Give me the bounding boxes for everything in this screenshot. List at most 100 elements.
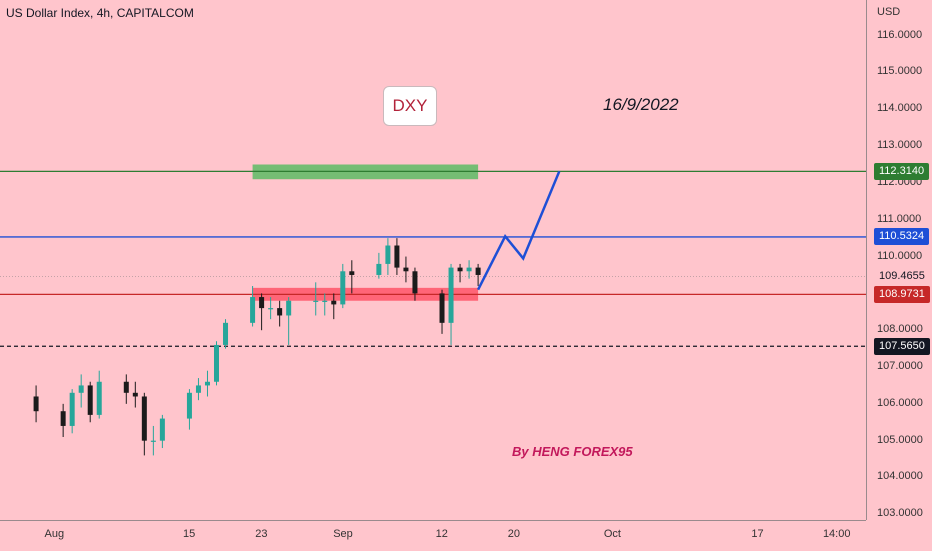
x-tick-label: 12 <box>435 528 448 540</box>
candle-body <box>150 440 156 442</box>
x-tick-label: Aug <box>44 528 65 540</box>
candle <box>150 425 156 456</box>
candle <box>349 260 355 294</box>
x-tick-label: 15 <box>183 528 196 540</box>
y-tick-label: 116.0000 <box>877 28 923 41</box>
candle-body <box>403 267 409 272</box>
y-tick-label: 113.0000 <box>877 139 923 152</box>
x-tick-label: 14:00 <box>822 528 851 540</box>
candle <box>214 341 219 386</box>
candle <box>277 300 283 327</box>
candle <box>394 238 400 275</box>
candle <box>223 319 229 349</box>
candle-body <box>214 344 219 382</box>
x-tick-label: Sep <box>333 528 353 540</box>
price-tag: 107.5650 <box>874 337 930 355</box>
y-tick-label: 110.0000 <box>877 249 923 262</box>
candle-body <box>141 396 147 441</box>
candle-body <box>331 300 337 305</box>
price-tag: 109.4655 <box>874 267 930 285</box>
candle <box>448 263 454 345</box>
candle <box>69 389 75 434</box>
candle-body <box>313 300 319 302</box>
candle-body <box>466 267 472 272</box>
candle-body <box>286 300 292 316</box>
x-tick-label: 17 <box>751 528 764 540</box>
candle-body <box>123 381 129 393</box>
candle-body <box>268 308 274 310</box>
candle <box>259 293 265 331</box>
candle-body <box>340 271 346 305</box>
candle <box>87 381 93 423</box>
price-tag: 112.3140 <box>874 162 930 180</box>
candle-body <box>69 392 75 426</box>
candle <box>60 403 66 437</box>
candle <box>439 289 445 334</box>
candle-body <box>322 300 328 302</box>
y-tick-label: 108.0000 <box>877 323 923 336</box>
candle <box>33 385 39 423</box>
candle <box>141 392 147 456</box>
y-tick-label: 107.0000 <box>877 360 923 373</box>
date-annotation: 16/9/2022 <box>603 95 679 114</box>
candle-body <box>250 297 256 323</box>
candle-body <box>439 293 445 323</box>
candle <box>159 414 165 449</box>
projection-path <box>476 170 561 291</box>
candle-body <box>277 308 283 316</box>
candle <box>78 374 84 408</box>
candle <box>466 260 472 279</box>
candle-body <box>259 297 265 309</box>
candle <box>475 263 481 287</box>
candle <box>412 267 418 301</box>
candle-body <box>87 385 93 415</box>
chart-title: US Dollar Index, 4h, CAPITALCOM <box>6 6 194 20</box>
candle <box>403 256 409 283</box>
candle-body <box>349 271 355 275</box>
candle <box>186 389 192 430</box>
candle-body <box>457 267 463 272</box>
candle <box>132 381 138 408</box>
candle <box>322 293 328 316</box>
currency-label: USD <box>877 6 901 18</box>
candle <box>96 370 102 419</box>
y-tick-label: 104.0000 <box>877 470 923 483</box>
y-tick-label: 103.0000 <box>877 507 923 520</box>
candle <box>340 263 346 309</box>
candle-body <box>376 263 382 275</box>
candle-body <box>132 392 138 397</box>
candle <box>123 374 129 404</box>
candle-body <box>195 385 201 393</box>
y-tick-label: 105.0000 <box>877 433 923 446</box>
x-tick-label: 23 <box>255 528 268 540</box>
y-tick-label: 106.0000 <box>877 396 923 409</box>
candle <box>204 370 210 397</box>
candle <box>331 293 337 320</box>
candle-body <box>96 381 102 415</box>
candle <box>250 286 256 327</box>
time-axis[interactable] <box>0 520 866 551</box>
candle-body <box>394 245 400 268</box>
price-axis[interactable] <box>866 0 932 520</box>
x-tick-label: Oct <box>603 528 621 540</box>
candle <box>457 263 463 283</box>
candle-body <box>204 381 210 386</box>
candle-body <box>60 411 66 426</box>
candle-body <box>33 396 39 412</box>
candle <box>268 297 274 320</box>
candle <box>313 282 319 316</box>
dxy-label-box: DXY <box>383 86 437 126</box>
candle-body <box>475 267 481 275</box>
candle <box>385 238 391 275</box>
candle <box>195 378 201 401</box>
candle-body <box>412 271 418 294</box>
candle-body <box>186 392 192 419</box>
y-tick-label: 114.0000 <box>877 102 923 115</box>
candle-body <box>159 418 165 441</box>
candle <box>376 252 382 279</box>
candle-body <box>223 322 229 345</box>
candle-body <box>448 267 454 323</box>
x-tick-label: 20 <box>507 528 521 540</box>
author-annotation: By HENG FOREX95 <box>512 444 633 459</box>
